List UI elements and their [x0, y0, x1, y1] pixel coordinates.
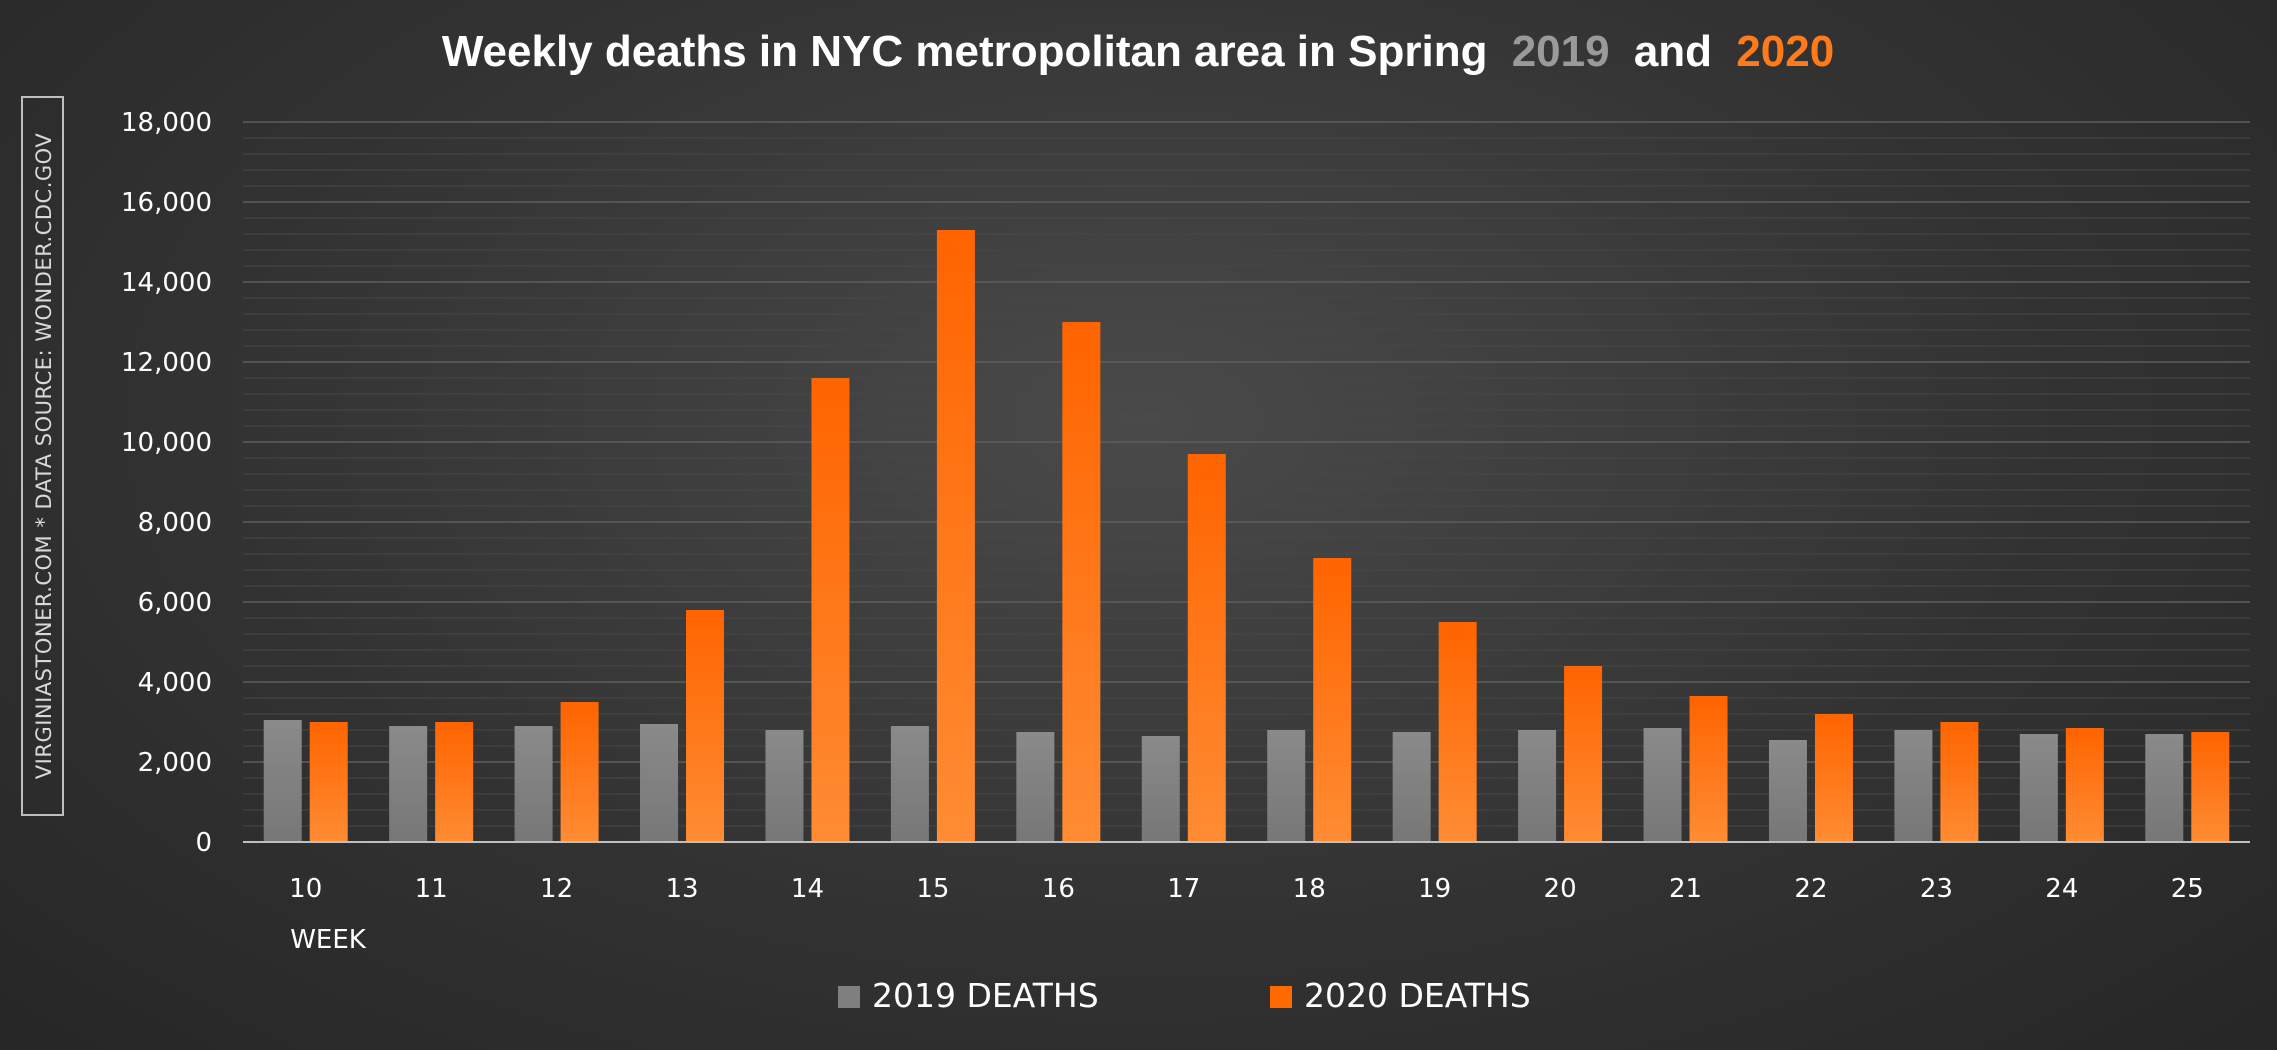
x-axis-label: WEEK: [290, 925, 367, 955]
x-tick-label: 25: [2171, 874, 2204, 904]
bar-2020-week-20: [1564, 666, 1603, 842]
bar-2020-week-21: [1689, 696, 1728, 842]
source-note: VIRGINIASTONER.COM * DATA SOURCE: WONDER…: [21, 96, 64, 816]
y-tick-label: 16,000: [121, 188, 212, 218]
y-tick-label: 18,000: [121, 108, 212, 138]
bar-2019-week-13: [640, 724, 679, 842]
bar-2019-week-12: [514, 726, 553, 842]
bar-2020-week-11: [435, 722, 474, 842]
chart-title-main: Weekly deaths in NYC metropolitan area i…: [442, 27, 1488, 76]
bar-2020-week-15: [936, 230, 975, 842]
bar-2019-week-24: [2019, 734, 2058, 842]
bar-2020-week-13: [686, 610, 725, 842]
bar-2019-week-10: [263, 720, 302, 842]
bar-2020-week-25: [2191, 732, 2230, 842]
bar-2019-week-16: [1016, 732, 1055, 842]
bar-2019-week-19: [1392, 732, 1431, 842]
bar-2019-week-11: [389, 726, 428, 842]
y-tick-label: 4,000: [138, 668, 212, 698]
bar-2019-week-14: [765, 730, 804, 842]
bar-2020-week-12: [560, 702, 599, 842]
chart-title-year-2020: 2020: [1736, 27, 1834, 76]
x-axis: 10 11 12 13 14 15 16 17 18 19 20 21 22 23 24 25: [289, 874, 2204, 904]
legend-swatch-2020: [1270, 986, 1292, 1008]
bar-2019-week-15: [890, 726, 929, 842]
x-tick-label: 15: [916, 874, 949, 904]
bar-2020-week-17: [1187, 454, 1226, 842]
bar-2020-week-23: [1940, 722, 1979, 842]
y-tick-label: 10,000: [121, 428, 212, 458]
legend: 2019 DEATHS 2020 DEATHS: [838, 976, 1531, 1015]
y-tick-label: 2,000: [138, 748, 212, 778]
y-tick-label: 14,000: [121, 268, 212, 298]
x-tick-label: 17: [1167, 874, 1200, 904]
x-tick-label: 10: [289, 874, 322, 904]
x-tick-label: 19: [1418, 874, 1451, 904]
x-tick-label: 22: [1794, 874, 1827, 904]
bar-2019-week-18: [1267, 730, 1306, 842]
bar-2020-week-18: [1313, 558, 1352, 842]
y-tick-label: 0: [195, 828, 212, 858]
y-tick-label: 12,000: [121, 348, 212, 378]
bar-2020-week-24: [2065, 728, 2104, 842]
bar-2019-week-25: [2145, 734, 2184, 842]
bar-2019-week-23: [1894, 730, 1933, 842]
bar-2020-week-10: [309, 722, 348, 842]
y-axis: 0 2,000 4,000 6,000 8,000 10,000 12,000 14,000 1…: [121, 108, 212, 858]
x-tick-label: 20: [1544, 874, 1577, 904]
x-tick-label: 16: [1042, 874, 1075, 904]
bar-2020-week-16: [1062, 322, 1101, 842]
chart-title-conjunction: and: [1634, 27, 1712, 76]
bar-2019-week-22: [1768, 740, 1807, 842]
bars: [263, 230, 2230, 842]
bar-2020-week-19: [1438, 622, 1477, 842]
x-tick-label: 23: [1920, 874, 1953, 904]
y-tick-label: 8,000: [138, 508, 212, 538]
x-tick-label: 21: [1669, 874, 1702, 904]
bar-2020-week-14: [811, 378, 850, 842]
bar-2020-week-22: [1814, 714, 1853, 842]
source-note-text: VIRGINIASTONER.COM * DATA SOURCE: WONDER…: [32, 133, 56, 780]
bar-2019-week-20: [1518, 730, 1557, 842]
legend-swatch-2019: [838, 986, 860, 1008]
x-tick-label: 13: [665, 874, 698, 904]
x-tick-label: 24: [2045, 874, 2078, 904]
x-tick-label: 14: [791, 874, 824, 904]
x-tick-label: 12: [540, 874, 573, 904]
gridlines: [243, 121, 2250, 827]
source-note-box: [21, 96, 64, 816]
x-tick-label: 18: [1293, 874, 1326, 904]
bar-2019-week-17: [1141, 736, 1180, 842]
chart-title-year-2019: 2019: [1512, 27, 1610, 76]
x-tick-label: 11: [415, 874, 448, 904]
y-tick-label: 6,000: [138, 588, 212, 618]
chart-title: Weekly deaths in NYC metropolitan area i…: [442, 27, 1834, 76]
bar-2019-week-21: [1643, 728, 1682, 842]
legend-label-2019: 2019 DEATHS: [872, 976, 1099, 1015]
legend-label-2020: 2020 DEATHS: [1304, 976, 1531, 1015]
